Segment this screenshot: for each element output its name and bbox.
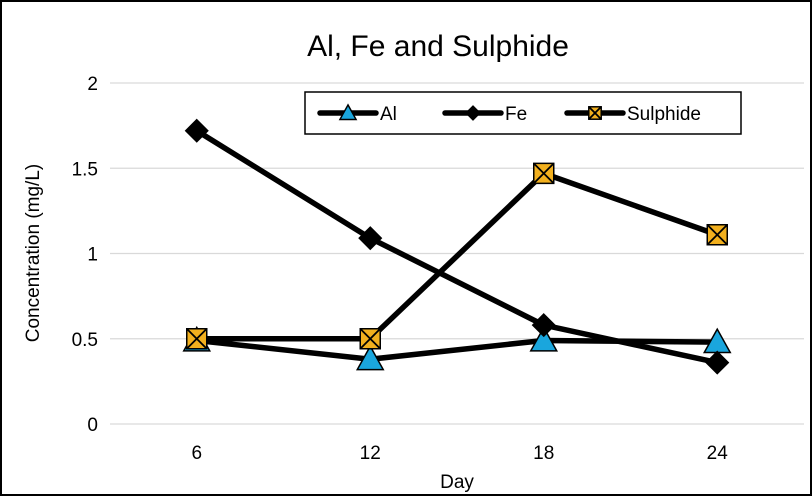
marker-sulphide-cross (359, 328, 381, 350)
series-lines (194, 127, 720, 366)
x-axis-title: Day (440, 472, 474, 493)
x-tick-label: 24 (707, 443, 729, 464)
y-tick-label: 1 (87, 245, 98, 266)
marker-al (355, 344, 385, 371)
legend-marker-al (338, 103, 358, 121)
series-line-sulphide (194, 170, 720, 342)
x-tick-label: 18 (533, 443, 554, 464)
legend: Al Fe Sulphide (304, 91, 742, 135)
marker-sulphide-cross (186, 328, 208, 350)
legend-label-al: Al (380, 104, 397, 125)
x-tick-label: 6 (191, 443, 202, 464)
legend-label-sulphide: Sulphide (627, 104, 701, 125)
legend-marker-sulphide-cross (588, 106, 602, 120)
marker-sulphide-cross (706, 224, 728, 246)
marker-fe (184, 118, 209, 143)
legend-marker-fe (465, 105, 481, 121)
y-axis-title: Concentration (mg/L) (23, 164, 44, 342)
legend-marker-sulphide (588, 106, 602, 120)
y-tick-label: 1.5 (72, 159, 98, 180)
marker-sulphide (186, 328, 208, 350)
x-tick-label: 12 (360, 443, 381, 464)
marker-sulphide (359, 328, 381, 350)
y-tick-label: 0.5 (72, 330, 98, 351)
marker-fe (358, 226, 383, 251)
marker-fe (531, 313, 556, 338)
legend-label-fe: Fe (505, 104, 527, 125)
marker-fe (705, 350, 730, 375)
series-markers (182, 118, 732, 375)
marker-al (529, 325, 559, 352)
tick-labels: 0 0.5 1 1.5 2 6 12 18 24 (72, 74, 729, 464)
marker-sulphide (533, 162, 555, 185)
chart-title: Al, Fe and Sulphide (307, 30, 569, 63)
gridlines (110, 82, 804, 340)
y-tick-label: 2 (87, 74, 98, 95)
marker-sulphide (706, 223, 728, 246)
series-line-fe (194, 127, 720, 366)
y-tick-label: 0 (87, 415, 98, 436)
marker-sulphide-cross (533, 162, 555, 185)
